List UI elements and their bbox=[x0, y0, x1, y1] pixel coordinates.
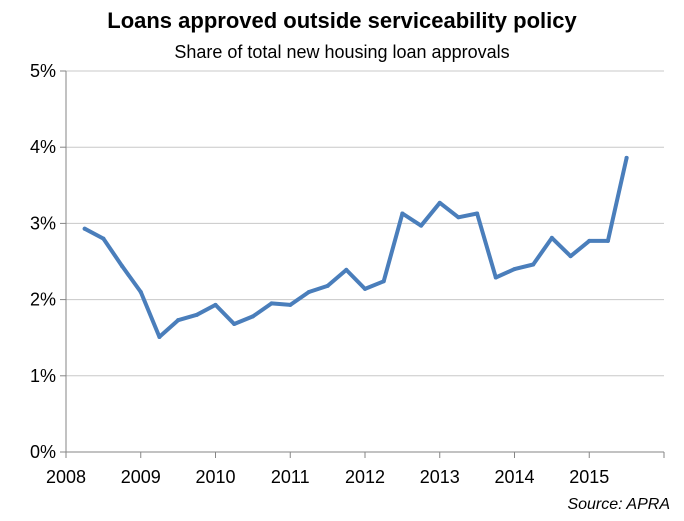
data-point bbox=[101, 236, 106, 241]
data-point bbox=[549, 235, 554, 240]
data-point bbox=[157, 334, 162, 339]
data-point bbox=[325, 283, 330, 288]
chart-subtitle: Share of total new housing loan approval… bbox=[174, 42, 510, 62]
y-tick-label: 2% bbox=[30, 290, 56, 310]
source-note: Source: APRA bbox=[567, 496, 670, 513]
x-tick-label: 2015 bbox=[569, 467, 609, 487]
x-tick-label: 2013 bbox=[420, 467, 460, 487]
x-tick-label: 2012 bbox=[345, 467, 385, 487]
y-tick-label: 3% bbox=[30, 213, 56, 233]
data-point bbox=[437, 200, 442, 205]
x-tick-labels: 2008 2009 2010 2011 2012 2013 2014 2015 bbox=[46, 467, 609, 487]
data-point bbox=[120, 264, 125, 269]
data-point bbox=[344, 267, 349, 272]
series-line bbox=[82, 155, 629, 339]
y-tick-label: 0% bbox=[30, 442, 56, 462]
x-tick-label: 2008 bbox=[46, 467, 86, 487]
data-point bbox=[138, 289, 143, 294]
data-point bbox=[456, 215, 461, 220]
data-point bbox=[493, 275, 498, 280]
x-tick-label: 2011 bbox=[271, 467, 310, 487]
data-point bbox=[306, 289, 311, 294]
data-point bbox=[176, 318, 181, 323]
y-tick-label: 4% bbox=[30, 137, 56, 157]
y-tick-labels: 0% 1% 2% 3% 4% 5% bbox=[30, 61, 56, 462]
data-point bbox=[400, 211, 405, 216]
data-point bbox=[381, 279, 386, 284]
data-point bbox=[605, 238, 610, 243]
data-point bbox=[232, 321, 237, 326]
y-tick-label: 5% bbox=[30, 61, 56, 81]
series-group bbox=[82, 155, 629, 339]
data-point bbox=[531, 262, 536, 267]
x-tick-label: 2014 bbox=[494, 467, 534, 487]
data-point bbox=[213, 302, 218, 307]
chart-title: Loans approved outside serviceability po… bbox=[107, 8, 577, 33]
data-point bbox=[587, 238, 592, 243]
x-tick-label: 2009 bbox=[121, 467, 161, 487]
axes bbox=[60, 70, 665, 458]
data-point bbox=[194, 312, 199, 317]
y-tick-label: 1% bbox=[30, 366, 56, 386]
data-point bbox=[363, 286, 367, 291]
data-point bbox=[419, 223, 424, 228]
data-point bbox=[82, 226, 87, 231]
data-point bbox=[624, 155, 629, 160]
data-point bbox=[288, 302, 293, 307]
data-point bbox=[475, 211, 480, 216]
gridlines bbox=[66, 70, 664, 377]
data-point bbox=[269, 301, 274, 306]
data-point bbox=[568, 254, 573, 259]
data-point bbox=[512, 267, 517, 272]
x-tick-label: 2010 bbox=[195, 467, 235, 487]
data-point bbox=[250, 314, 255, 319]
